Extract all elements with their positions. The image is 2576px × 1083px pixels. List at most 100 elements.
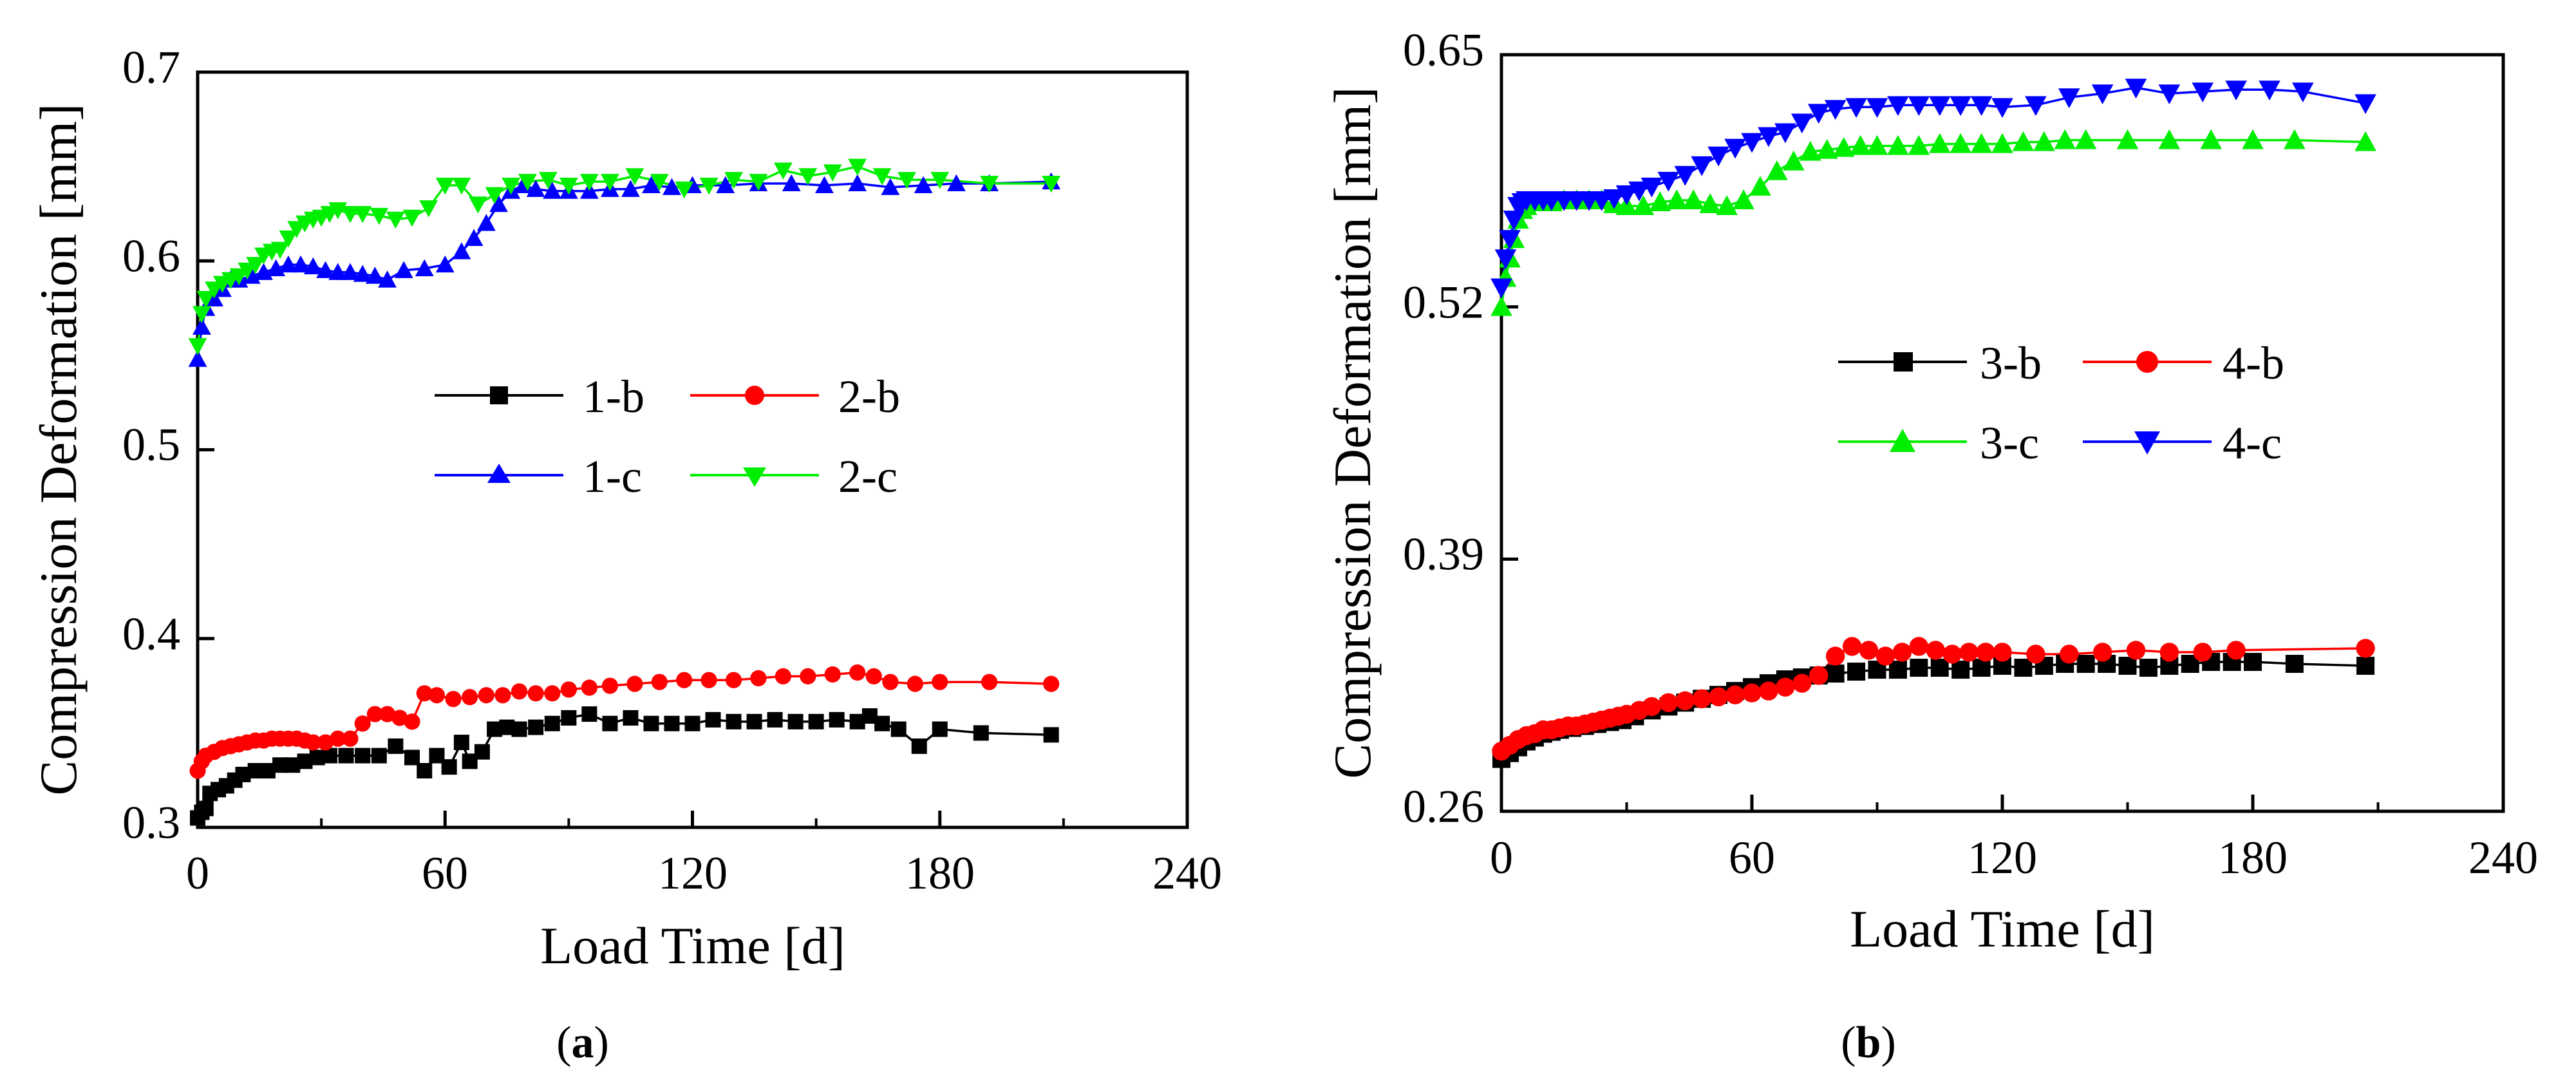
data-point-2-c <box>386 211 405 229</box>
data-point-2-b <box>882 673 899 690</box>
data-point-2-b <box>379 706 396 722</box>
data-point-1-c <box>914 176 933 193</box>
data-point-1-b <box>973 725 989 741</box>
legend: 3-b 4-b 3-c 4-c <box>1838 337 2284 469</box>
data-point-2-b <box>750 670 767 686</box>
legend: 1-b 2-b 1-c 2-c <box>435 371 900 502</box>
data-point-4-b <box>1859 641 1879 660</box>
data-point-2-b <box>907 675 923 692</box>
x-tick-label: 120 <box>658 847 728 899</box>
data-point-4-b <box>1709 687 1728 706</box>
series-markers <box>1490 79 2376 768</box>
data-point-4-b <box>1642 697 1662 717</box>
y-tick-label: 0.7 <box>122 42 180 93</box>
data-point-3-b <box>1930 659 1949 677</box>
data-point-1-b <box>602 715 618 731</box>
data-point-1-c <box>279 255 298 273</box>
data-point-1-c <box>489 194 508 212</box>
data-point-2-c <box>980 176 999 193</box>
data-point-2-b <box>494 687 511 704</box>
data-point-1-c <box>452 242 471 259</box>
data-point-2-c <box>559 177 578 195</box>
data-point-4-c <box>1503 211 1525 231</box>
data-point-2-c <box>246 257 265 274</box>
data-point-4-c <box>1590 191 1613 211</box>
data-point-4-b <box>1792 673 1812 693</box>
data-point-1-c <box>394 261 413 278</box>
data-point-1-c <box>946 174 966 192</box>
data-point-4-b <box>1909 637 1929 656</box>
legend-marker <box>487 464 511 483</box>
data-point-1-c <box>188 350 207 367</box>
data-point-2-c <box>469 196 487 214</box>
data-point-2-c <box>188 338 207 355</box>
data-point-2-b <box>932 673 948 690</box>
y-tick-label: 0.52 <box>1403 277 1484 328</box>
data-point-2-c <box>773 162 793 180</box>
legend-marker <box>2134 431 2160 455</box>
data-point-1-b <box>441 759 457 775</box>
data-point-1-b <box>355 748 371 764</box>
data-point-2-b <box>317 734 334 751</box>
data-point-1-c <box>303 257 323 275</box>
data-point-2-b <box>478 687 494 704</box>
data-point-1-c <box>815 176 834 193</box>
x-tick-label: 240 <box>1152 847 1222 899</box>
data-point-2-c <box>675 181 694 199</box>
data-point-4-c <box>2259 80 2280 101</box>
data-point-2-b <box>981 673 998 690</box>
data-point-4-c <box>1807 104 1830 124</box>
data-point-2-b <box>1043 675 1060 692</box>
x-tick-label: 180 <box>905 847 975 899</box>
data-point-2-c <box>625 168 644 185</box>
data-point-3-b <box>2244 653 2262 672</box>
data-point-2-b <box>511 683 528 700</box>
data-point-3-c <box>1666 189 1688 209</box>
data-point-4-c <box>2058 88 2080 109</box>
data-point-2-c <box>798 168 818 185</box>
data-point-4-b <box>1759 681 1778 701</box>
series-line-3-c <box>1500 138 2366 307</box>
data-point-4-c <box>1950 96 1971 117</box>
data-point-3-c <box>1816 138 1838 159</box>
data-point-4-c <box>1603 189 1625 209</box>
data-point-4-c <box>1928 96 1951 117</box>
data-point-3-c <box>1632 195 1655 215</box>
data-point-1-c <box>663 178 681 195</box>
y-tick-label: 0.3 <box>122 797 180 849</box>
data-point-2-b <box>366 706 383 722</box>
y-tick-label: 0.65 <box>1403 24 1484 76</box>
data-point-3-b <box>2139 659 2158 677</box>
data-point-4-b <box>1742 683 1762 702</box>
data-point-3-c <box>1928 133 1951 153</box>
data-point-1-b <box>808 713 824 730</box>
data-point-2-b <box>342 730 359 747</box>
y-tick-label: 0.26 <box>1403 781 1484 833</box>
data-point-1-b <box>705 711 721 728</box>
legend-marker <box>745 386 764 405</box>
data-point-2-b <box>626 675 643 692</box>
data-point-2-c <box>898 172 916 189</box>
data-point-2-c <box>270 241 290 259</box>
data-point-4-c <box>1866 98 1888 118</box>
data-point-4-c <box>2025 96 2047 117</box>
data-point-1-c <box>435 255 455 273</box>
data-point-3-c <box>2074 129 2097 149</box>
data-point-4-c <box>2192 82 2214 103</box>
data-point-4-c <box>1657 171 1680 192</box>
data-point-4-b <box>1692 689 1711 708</box>
data-point-4-c <box>1791 113 1813 134</box>
legend-label: 2-c <box>838 451 898 502</box>
data-point-2-c <box>518 174 537 191</box>
data-point-1-c <box>526 180 545 197</box>
data-point-4-c <box>1845 98 1867 118</box>
data-point-2-b <box>527 685 544 702</box>
data-point-4-c <box>1494 249 1517 270</box>
data-point-1-c <box>716 176 735 193</box>
y-tick-label: 0.4 <box>122 608 180 660</box>
data-point-2-b <box>305 734 321 751</box>
data-point-3-c <box>1849 135 1872 155</box>
data-point-3-c <box>1682 189 1705 209</box>
data-point-2-c <box>341 205 360 223</box>
data-point-4-b <box>1659 693 1678 712</box>
